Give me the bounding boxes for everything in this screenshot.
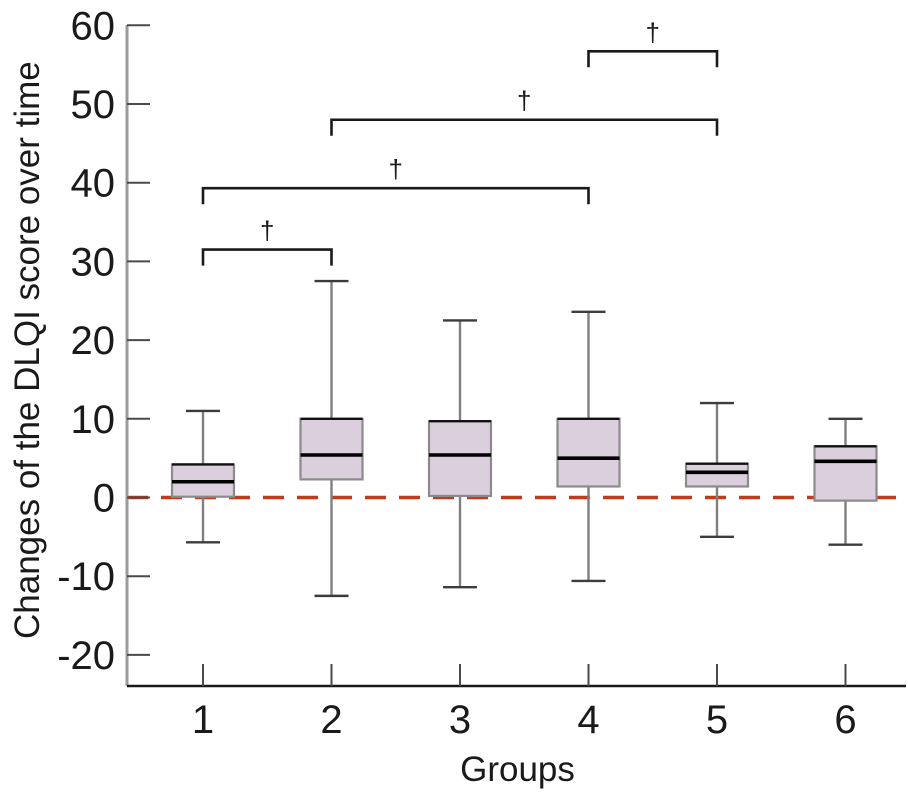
y-tick-label: 60 <box>71 4 116 48</box>
significance-label: † <box>389 154 403 184</box>
iqr-box <box>299 417 364 481</box>
y-tick-label: 50 <box>71 83 116 127</box>
significance-bracket-1-4: † <box>201 154 590 205</box>
box-group-1 <box>170 409 236 544</box>
y-tick-label: 10 <box>71 398 116 442</box>
y-tick-50: 50 <box>71 83 150 127</box>
y-tick-label: -20 <box>57 634 115 678</box>
x-tick-1: 1 <box>192 664 214 742</box>
y-tick-label: 40 <box>71 162 116 206</box>
box-group-3 <box>427 319 493 589</box>
x-tick-label: 5 <box>706 698 728 742</box>
y-tick-30: 30 <box>71 240 150 284</box>
significance-bracket-2-5: † <box>330 86 719 136</box>
significance-label: † <box>646 17 660 47</box>
iqr-box <box>556 417 621 488</box>
significance-label: † <box>260 216 274 246</box>
x-tick-5: 5 <box>706 664 728 742</box>
y-tick-60: 60 <box>71 4 150 48</box>
x-tick-4: 4 <box>577 664 600 742</box>
iqr-box <box>684 462 750 488</box>
y-tick-20: 20 <box>71 319 150 363</box>
iqr-box <box>813 445 878 502</box>
x-tick-label: 2 <box>320 698 342 742</box>
y-tick-label: 0 <box>93 477 115 521</box>
bracket-line <box>330 118 719 136</box>
box-group-5 <box>684 401 750 539</box>
x-tick-label: 6 <box>834 698 856 742</box>
bracket-line <box>587 49 719 68</box>
x-tick-2: 2 <box>320 664 343 742</box>
y-tick-label: -10 <box>57 555 115 599</box>
box-group-6 <box>813 417 878 546</box>
bracket-line <box>201 186 590 205</box>
y-tick--20: -20 <box>57 634 150 678</box>
y-tick-40: 40 <box>71 162 150 206</box>
x-tick-3: 3 <box>449 664 471 742</box>
y-tick-label: 20 <box>71 319 116 363</box>
significance-bracket-1-2: † <box>201 216 333 266</box>
box-group-2 <box>299 279 364 598</box>
y-tick--10: -10 <box>57 555 150 599</box>
x-axis-title: Groups <box>460 750 575 789</box>
y-tick-10: 10 <box>71 398 150 442</box>
iqr-box <box>427 420 493 498</box>
significance-label: † <box>517 86 531 116</box>
bracket-line <box>201 248 333 266</box>
y-axis-title: Changes of the DLQI score over time <box>8 61 47 639</box>
y-tick-label: 30 <box>71 240 116 284</box>
x-tick-label: 4 <box>577 698 599 742</box>
x-tick-label: 3 <box>449 698 471 742</box>
significance-bracket-4-5: † <box>587 17 719 68</box>
y-tick-0: 0 <box>93 477 150 521</box>
box-group-4 <box>556 310 621 583</box>
x-tick-6: 6 <box>834 664 857 742</box>
x-tick-label: 1 <box>192 698 214 742</box>
